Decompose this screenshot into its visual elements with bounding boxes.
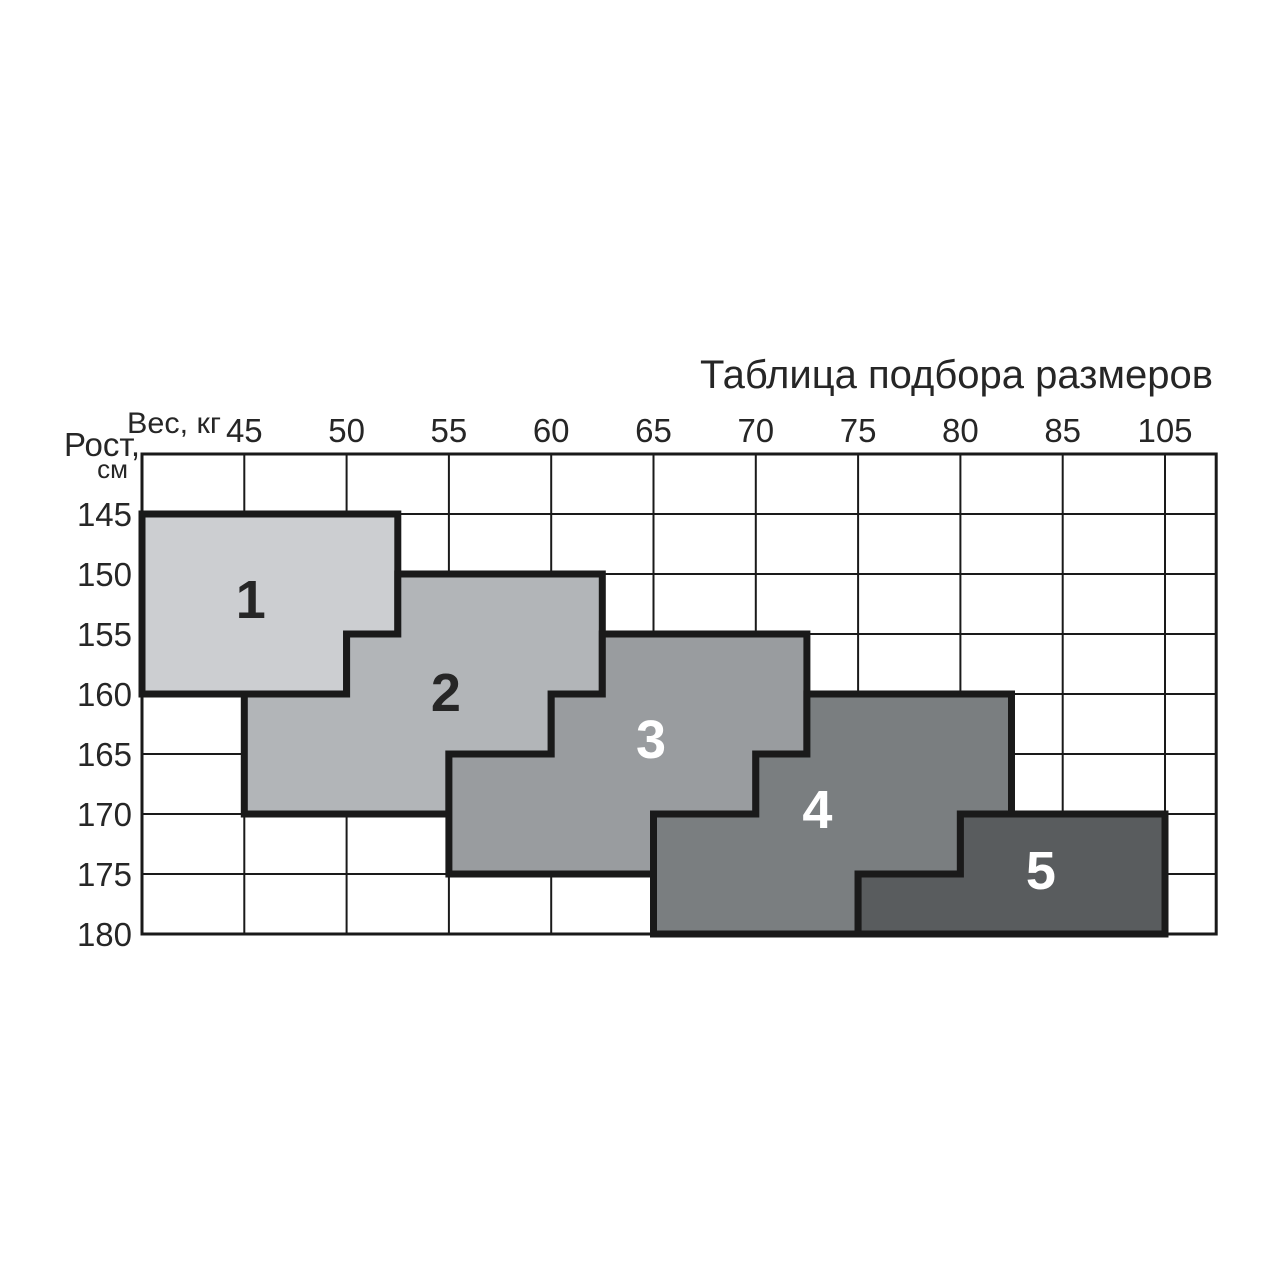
svg-text:155: 155 xyxy=(77,616,132,653)
svg-text:160: 160 xyxy=(77,676,132,713)
svg-text:75: 75 xyxy=(840,412,877,449)
svg-text:60: 60 xyxy=(533,412,570,449)
svg-text:150: 150 xyxy=(77,556,132,593)
svg-text:45: 45 xyxy=(226,412,263,449)
svg-text:85: 85 xyxy=(1044,412,1081,449)
svg-text:1: 1 xyxy=(236,570,266,630)
svg-text:145: 145 xyxy=(77,496,132,533)
svg-text:165: 165 xyxy=(77,736,132,773)
svg-text:105: 105 xyxy=(1137,412,1192,449)
svg-text:2: 2 xyxy=(431,663,461,723)
svg-text:170: 170 xyxy=(77,796,132,833)
svg-text:175: 175 xyxy=(77,856,132,893)
svg-text:50: 50 xyxy=(328,412,365,449)
svg-text:5: 5 xyxy=(1026,841,1056,901)
svg-text:180: 180 xyxy=(77,916,132,953)
svg-text:80: 80 xyxy=(942,412,979,449)
svg-text:Таблица подбора размеров: Таблица подбора размеров xyxy=(700,353,1213,397)
svg-text:3: 3 xyxy=(636,710,666,770)
svg-text:70: 70 xyxy=(737,412,774,449)
svg-text:Вес, кг: Вес, кг xyxy=(127,407,221,440)
svg-text:см: см xyxy=(97,454,128,484)
svg-text:55: 55 xyxy=(431,412,468,449)
svg-text:4: 4 xyxy=(802,780,832,840)
svg-text:65: 65 xyxy=(635,412,672,449)
